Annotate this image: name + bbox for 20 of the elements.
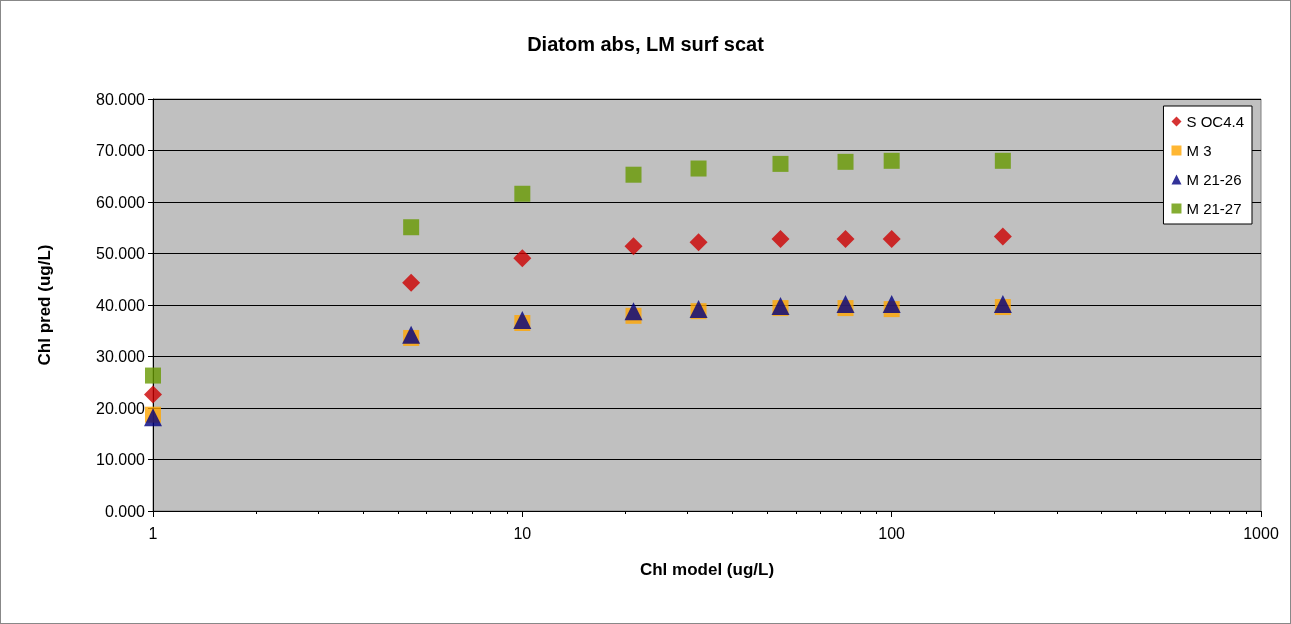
legend-label: S OC4.4 (1186, 113, 1245, 130)
y-axis-title: Chl pred (ug/L) (35, 244, 54, 366)
y-tick-label: 70.000 (96, 142, 146, 159)
y-tick-label: 40.000 (96, 296, 146, 314)
x-tick-label: 100 (878, 524, 906, 542)
y-tick-label: 80.000 (96, 90, 146, 108)
y-tick-label: 60.000 (96, 193, 146, 211)
y-tick-label: 20.000 (96, 399, 146, 417)
legend-label: M 21-27 (1186, 200, 1242, 217)
y-tick-label: 50.000 (96, 245, 146, 262)
legend-label: M 21-26 (1186, 171, 1242, 188)
y-tick-label: 30.000 (96, 348, 146, 365)
chart-title: Diatom abs, LM surf scat (527, 33, 765, 55)
x-tick-label: 1000 (1243, 524, 1279, 542)
legend-label: M 3 (1186, 142, 1212, 159)
y-tick-label: 0.000 (104, 502, 146, 520)
y-tick-label: 10.000 (96, 451, 146, 468)
x-axis-title: Chl model (ug/L) (639, 560, 775, 579)
x-tick-label: 10 (513, 524, 532, 542)
x-tick-label: 1 (148, 524, 158, 542)
